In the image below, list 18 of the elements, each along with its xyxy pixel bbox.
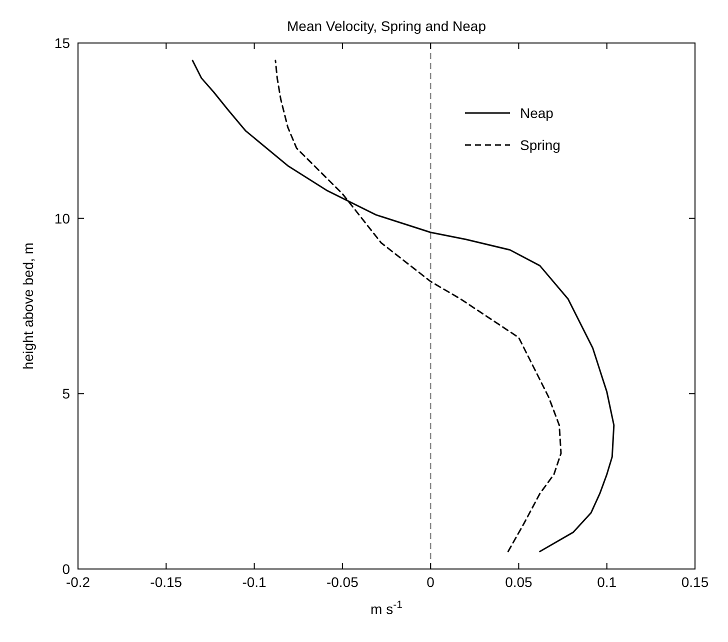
y-axis-title: height above bed, m [20, 242, 36, 370]
x-tick-label: -0.1 [242, 574, 267, 590]
legend-label: Neap [520, 105, 554, 121]
x-tick-label: 0.15 [681, 574, 709, 590]
x-tick-label: 0.05 [505, 574, 533, 590]
x-tick-label: 0.1 [597, 574, 617, 590]
x-axis-title: m s$^{-1}$ [370, 599, 403, 617]
y-tick-label: 5 [62, 386, 70, 402]
x-tick-label: 0 [426, 574, 435, 590]
x-tick-label: -0.15 [150, 574, 182, 590]
line-series [192, 60, 615, 552]
x-tick-label: -0.05 [326, 574, 359, 590]
y-tick-label: 10 [54, 210, 70, 226]
y-tick-label: 0 [62, 561, 70, 577]
y-tick-label: 15 [54, 35, 70, 51]
chart-title: Mean Velocity, Spring and Neap [287, 18, 486, 34]
legend-label: Spring [520, 137, 560, 153]
x-tick-label: -0.2 [66, 574, 90, 590]
